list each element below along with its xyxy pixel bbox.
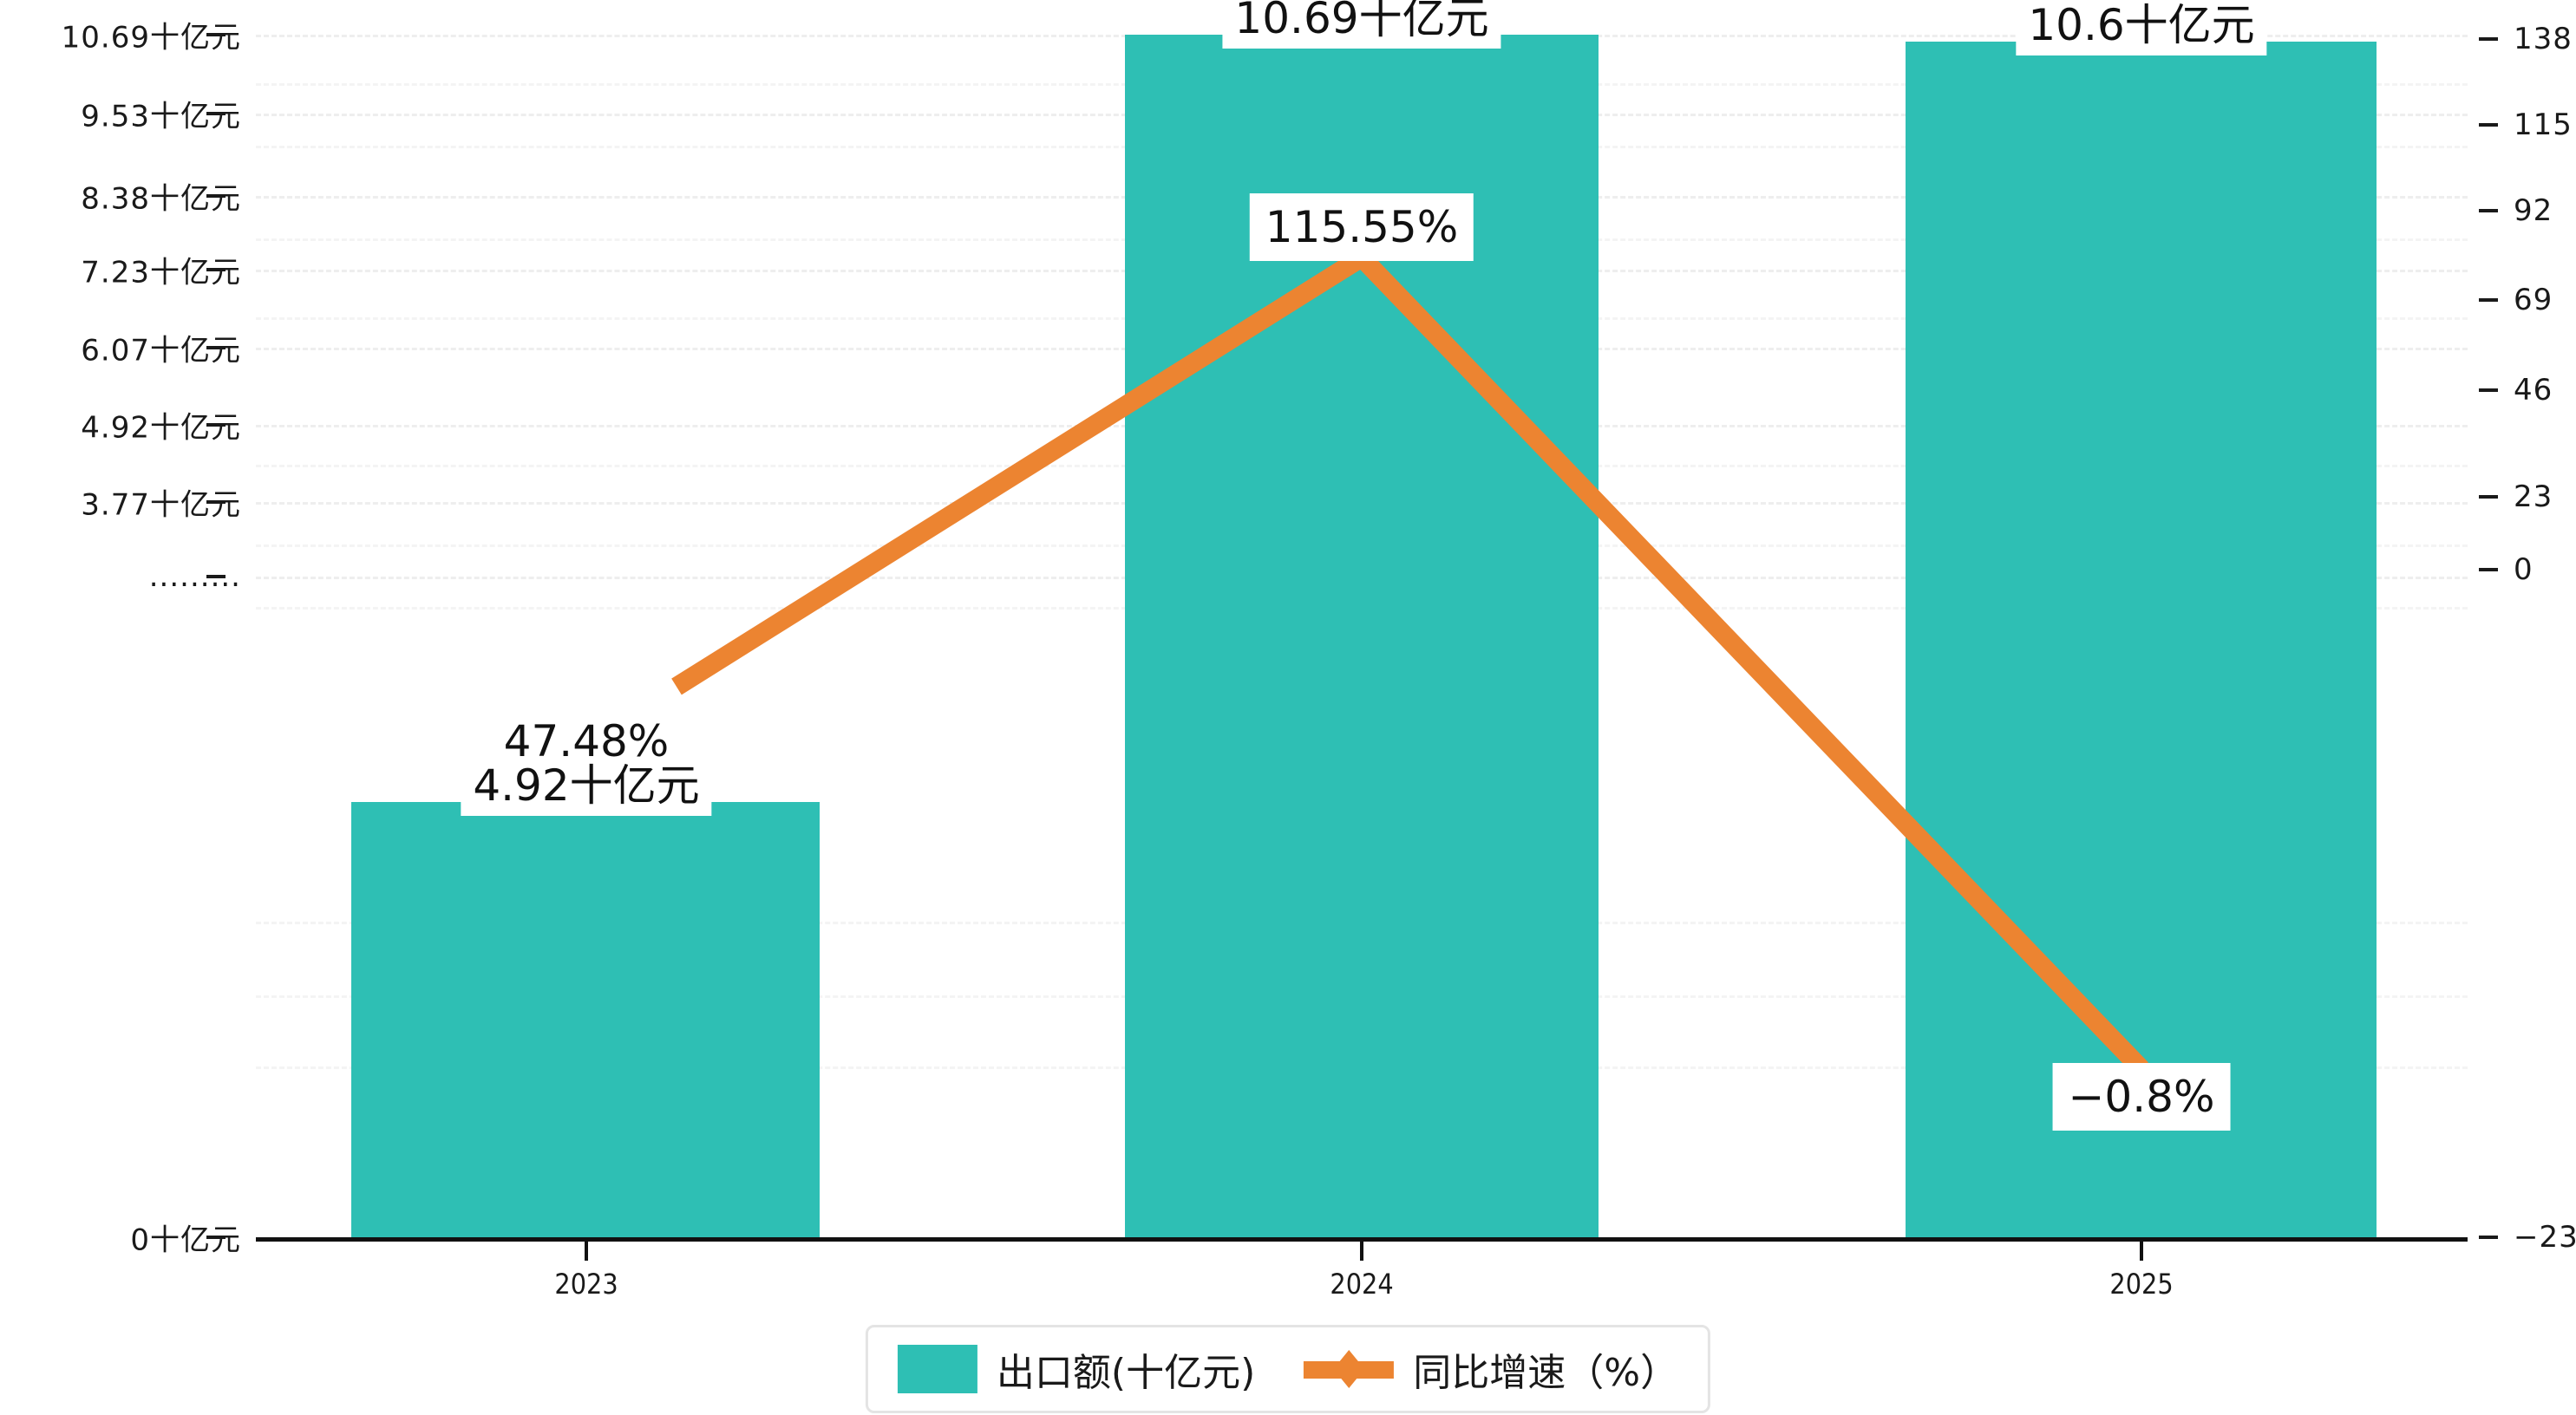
line-value-label: 47.48%	[503, 716, 670, 766]
y-axis-left-tick-mark	[206, 194, 226, 198]
bar-2023[interactable]	[351, 802, 820, 1237]
y-axis-right-tick-mark	[2479, 388, 2498, 392]
y-axis-left-tick-mark	[206, 112, 226, 115]
y-axis-right-tick-mark	[2479, 495, 2498, 499]
x-axis-tick-label: 2025	[2109, 1268, 2174, 1301]
y-axis-right-tick-mark	[2479, 209, 2498, 212]
y-axis-right-tick-mark	[2479, 123, 2498, 127]
y-axis-left-tick-mark	[206, 575, 226, 578]
y-axis-right-tick-mark	[2479, 1236, 2498, 1239]
line-value-label: 115.55%	[1249, 193, 1474, 261]
y-axis-left-tick-label: 6.07十亿元	[81, 333, 241, 368]
y-axis-left-tick-mark	[206, 346, 226, 349]
y-axis-left-tick-label: 8.38十亿元	[81, 181, 241, 217]
y-axis-right-tick-mark	[2479, 298, 2498, 302]
y-axis-right-tick-label: 92	[2514, 193, 2553, 228]
legend-item-bar[interactable]: 出口额(十亿元)	[897, 1341, 1256, 1397]
x-axis-tick-mark	[2140, 1242, 2143, 1261]
x-axis-tick-label: 2024	[1330, 1268, 1394, 1301]
x-axis-tick-mark	[1360, 1242, 1363, 1261]
y-axis-right-tick-label: 23	[2514, 479, 2553, 514]
y-axis-left-tick-mark	[206, 268, 226, 271]
y-axis-right-tick-label: −23	[2514, 1220, 2576, 1255]
y-axis-left-tick-label: 7.23十亿元	[81, 255, 241, 290]
y-axis-right-tick-label: 138	[2514, 22, 2573, 56]
bar-value-label: 10.69十亿元	[1222, 0, 1501, 49]
y-axis-left-tick-mark	[206, 33, 226, 36]
x-axis-tick-label: 2023	[554, 1268, 618, 1301]
y-axis-left-tick-mark	[206, 500, 226, 504]
y-axis-left-tick-label: .........	[148, 559, 241, 594]
y-axis-right-tick-mark	[2479, 568, 2498, 571]
y-axis-left-tick-label: 0十亿元	[130, 1223, 241, 1258]
bar-value-label: 4.92十亿元	[461, 759, 712, 816]
legend-item-label: 同比增速（%）	[1413, 1351, 1679, 1395]
x-axis-tick-mark	[585, 1242, 588, 1261]
bar-2025[interactable]	[1906, 42, 2377, 1237]
y-axis-left-tick-label: 9.53十亿元	[81, 99, 241, 134]
y-axis-right-tick-label: 115	[2514, 108, 2573, 142]
y-axis-right-tick-label: 69	[2514, 283, 2553, 317]
legend-bar-swatch-icon	[897, 1345, 977, 1393]
y-axis-left-tick-label: 10.69十亿元	[61, 20, 241, 55]
y-axis-left-tick-label: 4.92十亿元	[81, 410, 241, 446]
x-axis-line	[256, 1237, 2468, 1242]
y-axis-right-tick-label: 46	[2514, 373, 2553, 408]
legend-item-line[interactable]: 同比增速（%）	[1304, 1341, 1678, 1397]
y-axis-left-tick-label: 3.77十亿元	[81, 487, 241, 523]
legend-line-swatch-icon	[1304, 1345, 1395, 1393]
legend-item-label: 出口额(十亿元)	[996, 1351, 1256, 1395]
y-axis-left-tick-mark	[206, 1236, 226, 1239]
y-axis-right-tick-mark	[2479, 37, 2498, 41]
y-axis-right-tick-label: 0	[2514, 552, 2534, 587]
chart-legend[interactable]: 出口额(十亿元) 同比增速（%）	[865, 1325, 1711, 1413]
line-value-label: −0.8%	[2052, 1063, 2231, 1131]
y-axis-left-tick-mark	[206, 423, 226, 427]
bar-value-label: 10.6十亿元	[2016, 0, 2267, 55]
